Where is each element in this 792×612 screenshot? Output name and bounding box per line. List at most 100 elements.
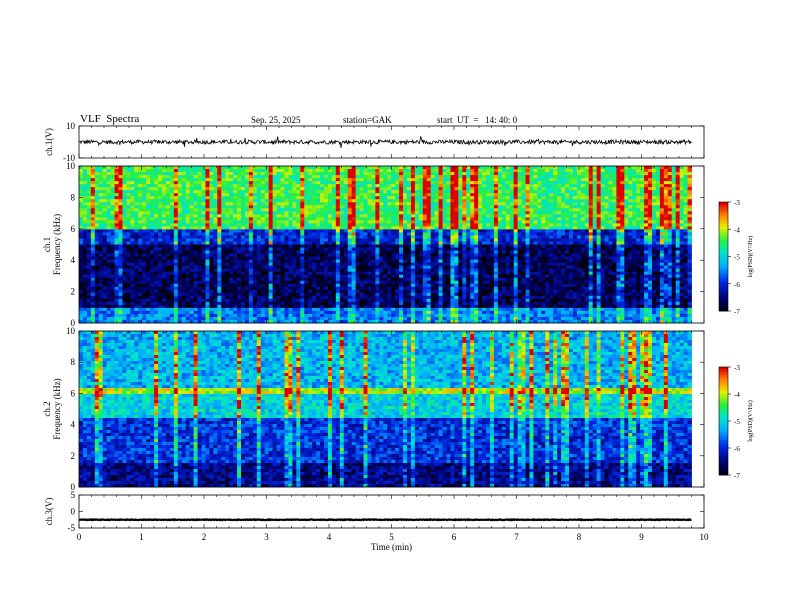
heatmap-cell	[213, 196, 218, 200]
heatmap-cell	[620, 217, 625, 221]
heatmap-cell	[268, 178, 274, 182]
heatmap-cell	[343, 196, 349, 200]
heatmap-cell	[177, 244, 183, 248]
heatmap-cell	[537, 202, 542, 206]
heatmap-cell	[565, 226, 570, 230]
heatmap-cell	[505, 166, 511, 170]
heatmap-cell	[604, 241, 609, 245]
heatmap-cell	[90, 238, 96, 242]
heatmap-cell	[537, 187, 542, 191]
heatmap-cell	[569, 208, 574, 212]
heatmap-cell	[383, 187, 388, 191]
heatmap-cell	[541, 241, 546, 245]
heatmap-cell	[367, 256, 372, 260]
heatmap-cell	[142, 184, 147, 188]
heatmap-cell	[497, 229, 503, 233]
heatmap-cell	[150, 259, 155, 264]
heatmap-cell	[248, 184, 254, 188]
heatmap-cell	[533, 235, 538, 239]
heatmap-cell	[320, 202, 325, 206]
heatmap-cell	[632, 181, 637, 185]
heatmap-cell	[363, 229, 368, 233]
heatmap-cell	[395, 226, 400, 230]
heatmap-cell	[608, 256, 613, 260]
heatmap-cell	[86, 175, 92, 179]
heatmap-cell	[185, 229, 191, 233]
heatmap-cell	[434, 229, 439, 233]
heatmap-cell	[493, 184, 499, 188]
heatmap-cell	[94, 235, 100, 239]
heatmap-cell	[308, 238, 313, 242]
heatmap-cell	[572, 184, 578, 188]
heatmap-cell	[414, 175, 420, 179]
heatmap-cell	[659, 214, 665, 218]
heatmap-cell	[308, 199, 313, 203]
heatmap-cell	[651, 214, 657, 218]
heatmap-cell	[572, 187, 578, 191]
heatmap-cell	[161, 178, 167, 182]
heatmap-cell	[248, 199, 254, 203]
heatmap-cell	[533, 253, 538, 257]
heatmap-cell	[549, 169, 554, 173]
heatmap-cell	[264, 184, 270, 188]
heatmap-cell	[221, 187, 226, 191]
heatmap-cell	[675, 178, 681, 182]
heatmap-cell	[517, 256, 522, 260]
heatmap-cell	[450, 226, 455, 230]
heatmap-cell	[462, 223, 467, 227]
heatmap-cell	[644, 226, 649, 230]
heatmap-cell	[134, 211, 139, 215]
heatmap-cell	[122, 214, 127, 218]
heatmap-cell	[549, 217, 554, 221]
heatmap-cell	[363, 235, 368, 239]
heatmap-cell	[632, 247, 637, 251]
heatmap-cell	[209, 232, 214, 236]
heatmap-cell	[264, 196, 270, 200]
heatmap-cell	[252, 211, 258, 215]
heatmap-cell	[489, 175, 495, 179]
heatmap-cell	[165, 247, 171, 251]
heatmap-cell	[403, 175, 408, 179]
heatmap-cell	[150, 166, 155, 170]
heatmap-cell	[478, 256, 483, 260]
heatmap-cell	[106, 202, 112, 206]
heatmap-cell	[161, 220, 167, 224]
heatmap-cell	[98, 190, 104, 194]
heatmap-cell	[177, 178, 183, 182]
heatmap-cell	[320, 247, 325, 251]
heatmap-cell	[288, 220, 293, 224]
heatmap-cell	[312, 256, 317, 260]
heatmap-cell	[233, 229, 238, 233]
heatmap-cell	[79, 208, 84, 212]
heatmap-cell	[529, 220, 534, 224]
heatmap-cell	[225, 211, 230, 215]
heatmap-cell	[260, 238, 266, 242]
heatmap-cell	[256, 208, 262, 212]
heatmap-cell	[565, 214, 570, 218]
heatmap-cell	[632, 223, 637, 227]
heatmap-cell	[513, 172, 519, 176]
heatmap-cell	[387, 193, 392, 197]
heatmap-cell	[237, 190, 242, 194]
heatmap-cell	[501, 211, 507, 215]
heatmap-cell	[237, 217, 242, 221]
heatmap-cell	[146, 250, 151, 254]
heatmap-cell	[478, 202, 483, 206]
heatmap-cell	[79, 244, 84, 248]
heatmap-cell	[683, 220, 688, 224]
heatmap-cell	[181, 205, 187, 209]
heatmap-cell	[640, 178, 645, 182]
heatmap-cell	[592, 250, 598, 254]
heatmap-cell	[86, 199, 92, 203]
heatmap-cell	[486, 229, 491, 233]
heatmap-cell	[414, 166, 420, 170]
heatmap-cell	[355, 247, 360, 251]
heatmap-cell	[209, 175, 214, 179]
heatmap-cell	[272, 193, 277, 197]
heatmap-cell	[331, 175, 337, 179]
heatmap-cell	[375, 226, 380, 230]
heatmap-cell	[363, 208, 368, 212]
heatmap-cell	[525, 214, 530, 218]
heatmap-cell	[505, 256, 511, 260]
heatmap-cell	[406, 187, 412, 191]
